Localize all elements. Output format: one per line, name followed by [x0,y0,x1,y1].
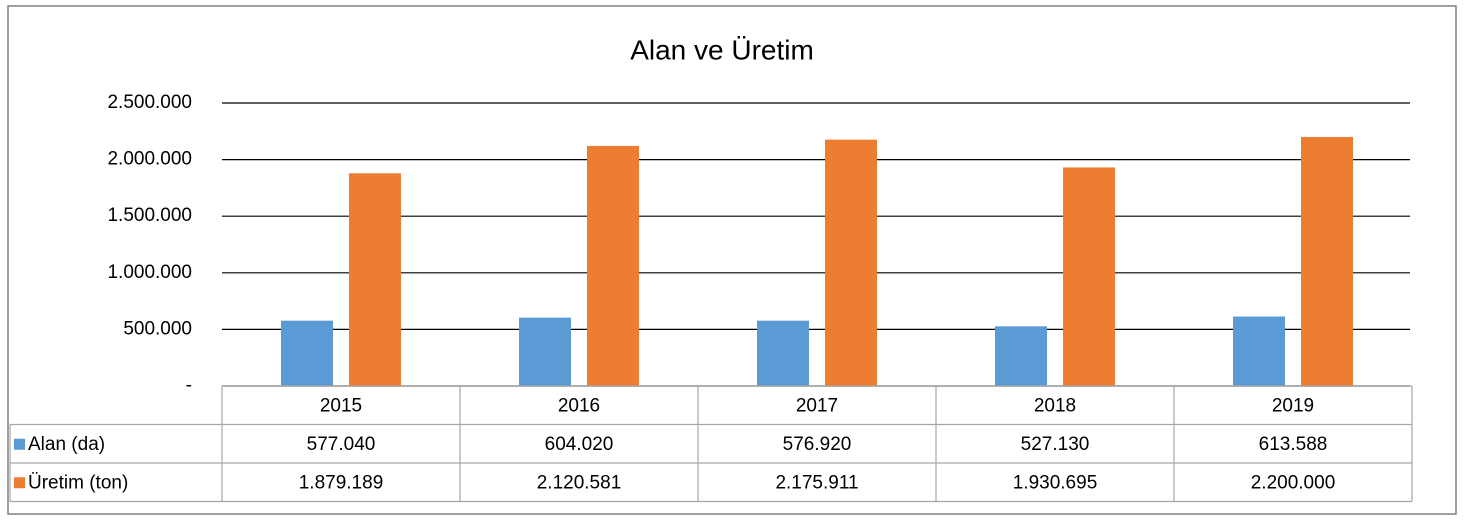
table-value: 1.879.189 [299,472,384,493]
bar [825,139,877,386]
chart-title: Alan ve Üretim [630,34,814,65]
legend-label: Üretim (ton) [28,472,128,493]
x-tick-label: 2015 [320,395,362,416]
table-value: 577.040 [307,434,376,455]
x-tick-label: 2018 [1034,395,1076,416]
table-value: 2.200.000 [1251,472,1336,493]
bar [1233,316,1285,386]
table-value: 2.120.581 [537,472,622,493]
table-value: 1.930.695 [1013,472,1098,493]
y-tick-label: 2.500.000 [107,92,192,113]
x-tick-label: 2017 [796,395,838,416]
legend-key [14,438,25,450]
bar [587,145,639,386]
table-value: 613.588 [1259,434,1328,455]
x-tick-label: 2016 [558,395,600,416]
bar [757,320,809,386]
bar [1301,136,1353,386]
bar [349,173,401,386]
y-tick-label: 1.500.000 [107,205,192,226]
legend-label: Alan (da) [28,434,105,455]
chart-border [7,5,1457,515]
y-tick-label: 500.000 [123,318,192,339]
bar [1063,167,1115,386]
x-tick-label: 2019 [1272,395,1314,416]
legend-key [14,477,25,489]
bar [519,317,571,386]
table-value: 527.130 [1021,434,1090,455]
table-value: 576.920 [783,434,852,455]
y-tick-label: - [186,375,192,396]
bar [281,320,333,386]
y-tick-label: 2.000.000 [107,149,192,170]
y-tick-label: 1.000.000 [107,262,192,283]
bar [995,326,1047,386]
table-value: 2.175.911 [775,472,858,493]
table-value: 604.020 [545,434,614,455]
